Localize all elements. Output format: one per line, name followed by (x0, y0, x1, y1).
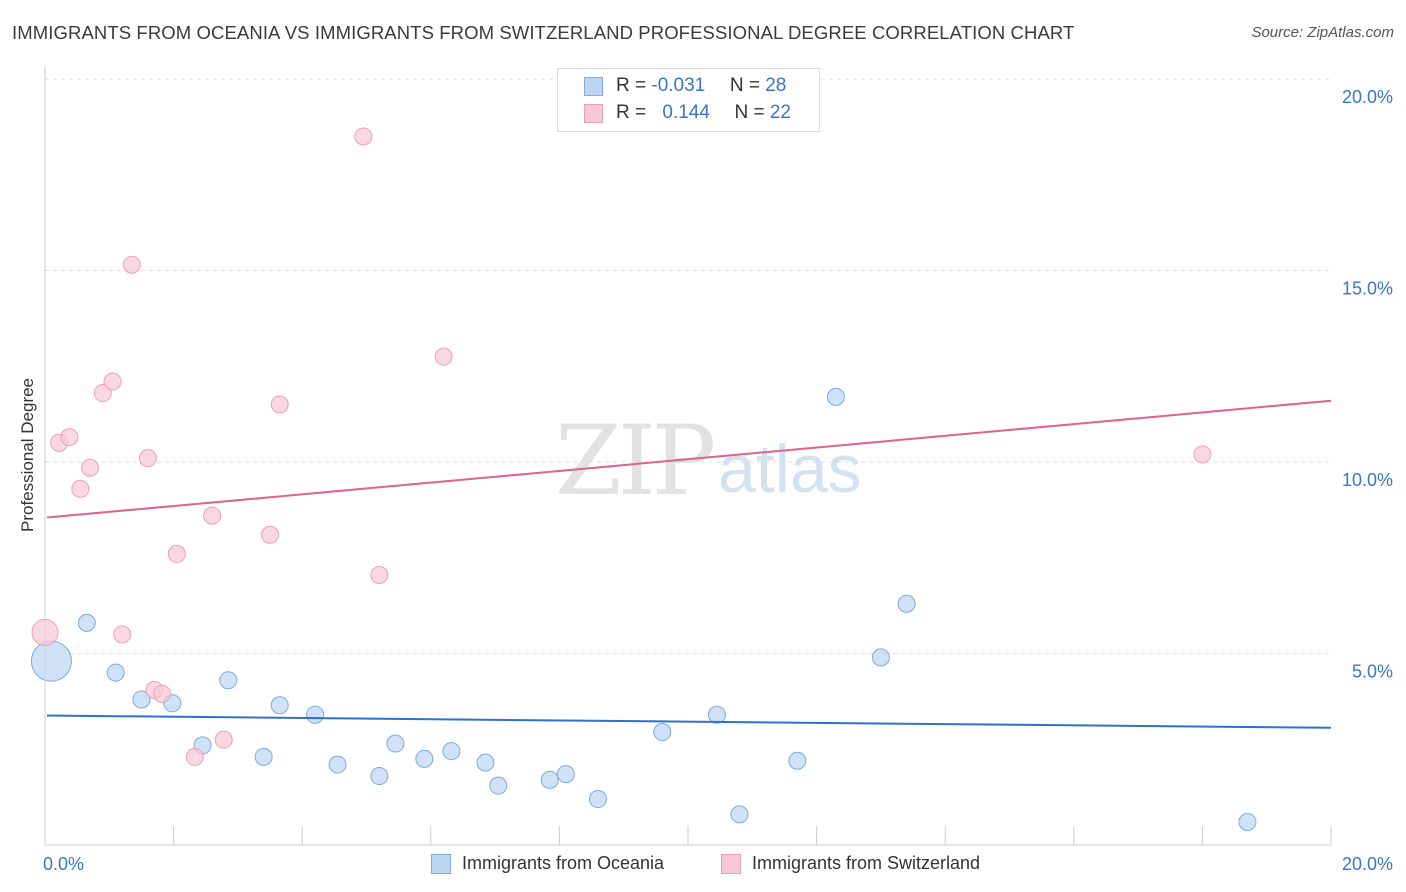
tick-labels: 5.0% 10.0% 15.0% 20.0% 0.0% 20.0% (43, 87, 1393, 874)
x-tick-label: 20.0% (1342, 854, 1393, 874)
chart-title: IMMIGRANTS FROM OCEANIA VS IMMIGRANTS FR… (12, 22, 1075, 43)
watermark-atlas: atlas (718, 431, 862, 507)
trend-lines (46, 399, 1332, 729)
switzerland-point (153, 684, 172, 703)
legend-r-value: -0.031 (651, 75, 706, 96)
switzerland-point (434, 347, 453, 366)
oceania-point (132, 690, 151, 709)
switzerland-point (261, 525, 280, 544)
switzerland-point (185, 747, 204, 766)
bottom-legend-label-switzerland: Immigrants from Switzerland (752, 853, 981, 873)
switzerland-point (1193, 445, 1212, 464)
bottom-legend-swatch-switzerland (721, 854, 741, 874)
oceania-point (707, 705, 726, 724)
x-tick-label: 0.0% (43, 854, 84, 874)
switzerland-point (138, 449, 157, 468)
source-label: Source: ZipAtlas.com (1251, 24, 1394, 41)
legend-swatch-switzerland (584, 104, 603, 123)
oceania-point (77, 613, 96, 632)
switzerland-point (81, 458, 100, 477)
y-tick-label: 10.0% (1342, 470, 1393, 490)
oceania-point (897, 594, 916, 613)
oceania-point (556, 765, 575, 784)
bottom-legend-swatch-oceania (431, 854, 451, 874)
switzerland-point (71, 479, 90, 498)
bottom-legend-label-oceania: Immigrants from Oceania (462, 853, 665, 873)
correlation-legend: R = -0.031 N = 28 R = 0.144 N = 22 (557, 68, 820, 132)
legend-n-value: 28 (765, 75, 787, 96)
trend-line-switzerland (46, 399, 1332, 519)
legend-n-label: N = (734, 102, 770, 123)
legend-r-label: R = (616, 102, 652, 123)
series-oceania-points (30, 387, 1257, 832)
switzerland-point (270, 395, 289, 414)
oceania-point (588, 790, 607, 809)
oceania-point (370, 767, 389, 786)
oceania-point (788, 751, 807, 770)
oceania-point (30, 640, 72, 682)
switzerland-point (103, 372, 122, 391)
oceania-point (540, 770, 559, 789)
oceania-point (489, 776, 508, 795)
trend-line-oceania (46, 714, 1332, 729)
switzerland-point (167, 544, 186, 563)
oceania-point (106, 663, 125, 682)
oceania-point (270, 696, 289, 715)
legend-n-label: N = (729, 75, 766, 96)
series-switzerland-points (31, 127, 1212, 766)
oceania-point (871, 648, 890, 667)
switzerland-point (93, 384, 112, 403)
oceania-point (219, 671, 238, 690)
switzerland-point (113, 625, 132, 644)
switzerland-point (122, 255, 141, 274)
switzerland-point (203, 506, 222, 525)
oceania-point (386, 734, 405, 753)
legend-r-label: R = (616, 75, 652, 96)
legend-r-value: 0.144 (662, 102, 710, 123)
gridlines (45, 78, 1331, 654)
legend-swatch-oceania (584, 77, 603, 96)
oceania-point (1238, 813, 1257, 832)
watermark-zip: ZIP (555, 405, 716, 517)
oceania-point (254, 747, 273, 766)
oceania-point (442, 742, 461, 761)
y-axis-label: Professional Degree (18, 377, 37, 533)
oceania-point (328, 755, 347, 774)
switzerland-point (31, 618, 59, 646)
switzerland-point (354, 127, 373, 146)
y-tick-label: 20.0% (1342, 87, 1393, 107)
oceania-point (306, 705, 325, 724)
y-tick-label: 15.0% (1342, 279, 1393, 299)
switzerland-point (214, 730, 233, 749)
oceania-point (415, 749, 434, 768)
oceania-point (476, 753, 495, 772)
axes (44, 66, 1332, 846)
switzerland-point (60, 428, 79, 447)
oceania-point (653, 723, 672, 742)
y-tick-label: 5.0% (1352, 662, 1393, 682)
switzerland-point (370, 565, 389, 584)
legend-n-value: 22 (769, 102, 791, 123)
oceania-point (730, 805, 749, 824)
oceania-point (826, 387, 845, 406)
